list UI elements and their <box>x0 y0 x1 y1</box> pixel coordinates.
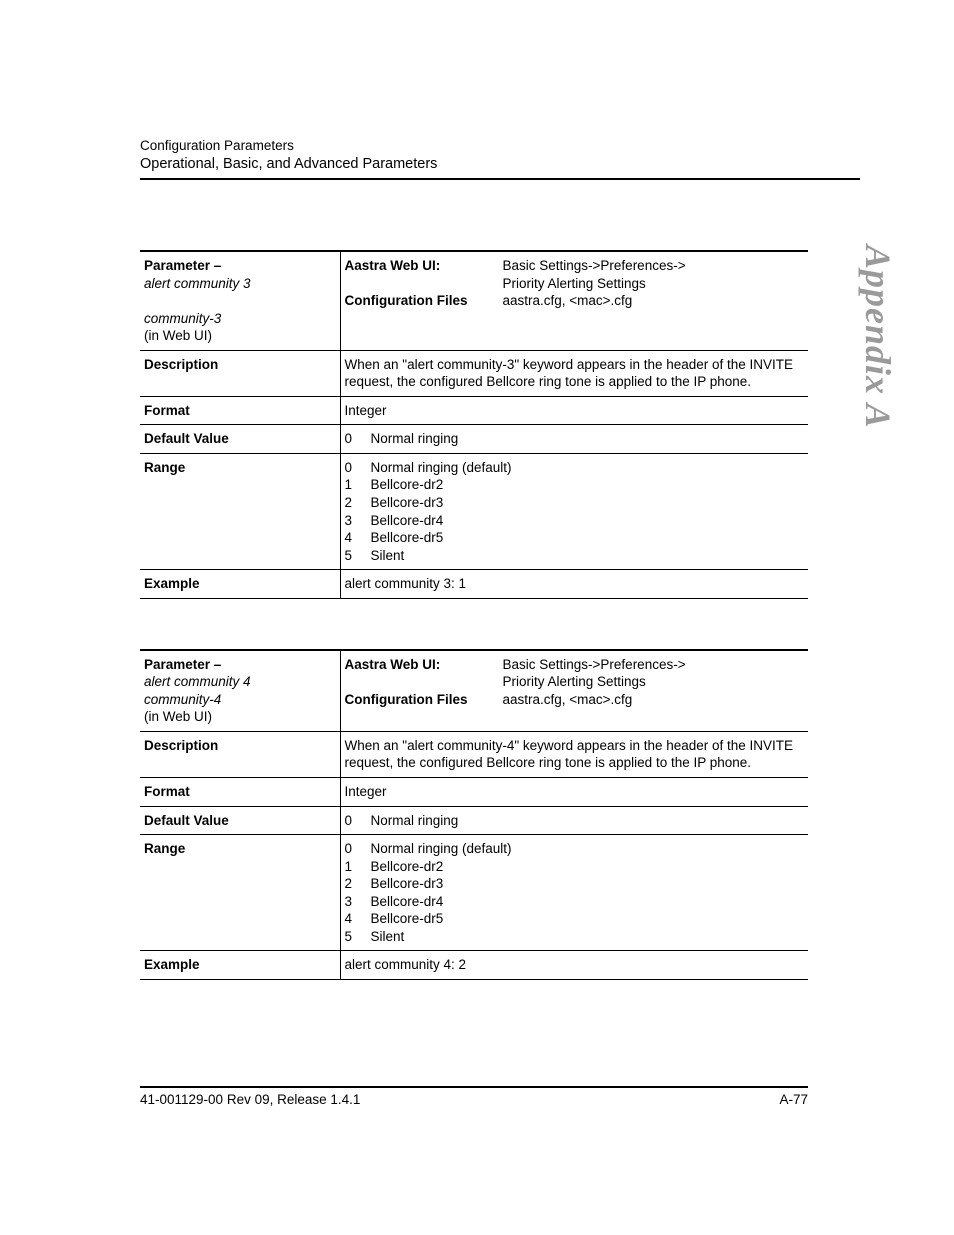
example-value: alert community 4: 2 <box>340 951 808 980</box>
range-num: 3 <box>345 893 371 911</box>
description-value: When an "alert community-4" keyword appe… <box>340 731 808 777</box>
footer-rule <box>140 1086 808 1088</box>
default-label: Default Value <box>140 425 340 454</box>
param-label-prefix: Parameter <box>144 657 210 672</box>
range-text: Bellcore-dr3 <box>371 494 444 512</box>
cfg-label: Configuration Files <box>345 292 503 310</box>
range-num: 4 <box>345 529 371 547</box>
description-value: When an "alert community-3" keyword appe… <box>340 350 808 396</box>
footer-left: 41-001129-00 Rev 09, Release 1.4.1 <box>140 1092 360 1107</box>
param-dash: – <box>210 657 221 672</box>
cfg-label: Configuration Files <box>345 691 503 709</box>
range-text: Bellcore-dr5 <box>371 529 444 547</box>
range-text: Silent <box>371 928 405 946</box>
range-num: 5 <box>345 547 371 565</box>
header-subcategory: Operational, Basic, and Advanced Paramet… <box>140 156 860 172</box>
param-web-name: community-3 <box>144 311 221 326</box>
web-ui-path-1: Basic Settings->Preferences-> <box>503 657 686 672</box>
range-num: 0 <box>345 459 371 477</box>
footer-right: A-77 <box>779 1092 808 1107</box>
format-label: Format <box>140 396 340 425</box>
param-label-prefix: Parameter <box>144 258 210 273</box>
range-cell: 0Normal ringing (default)1Bellcore-dr22B… <box>340 835 808 951</box>
range-item: 5Silent <box>345 547 803 565</box>
default-text: Normal ringing <box>371 812 459 830</box>
range-text: Bellcore-dr2 <box>371 476 444 494</box>
default-text: Normal ringing <box>371 430 459 448</box>
range-num: 1 <box>345 476 371 494</box>
appendix-label: Appendix A <box>857 245 899 429</box>
range-item: 3Bellcore-dr4 <box>345 893 803 911</box>
param-web-note: (in Web UI) <box>144 709 212 724</box>
page-header: Configuration Parameters Operational, Ba… <box>140 138 860 180</box>
format-label: Format <box>140 778 340 807</box>
page-footer: 41-001129-00 Rev 09, Release 1.4.1 A-77 <box>140 1086 808 1107</box>
range-item: 4Bellcore-dr5 <box>345 910 803 928</box>
range-item: 4Bellcore-dr5 <box>345 529 803 547</box>
range-num: 4 <box>345 910 371 928</box>
range-cell: 0Normal ringing (default)1Bellcore-dr22B… <box>340 453 808 569</box>
description-label: Description <box>140 350 340 396</box>
web-ui-path-2: Priority Alerting Settings <box>503 674 646 689</box>
param-web-name: community-4 <box>144 692 221 707</box>
range-item: 1Bellcore-dr2 <box>345 858 803 876</box>
web-ui-label: Aastra Web UI: <box>345 656 503 691</box>
range-label: Range <box>140 835 340 951</box>
range-item: 2Bellcore-dr3 <box>345 875 803 893</box>
page: Configuration Parameters Operational, Ba… <box>0 0 954 980</box>
parameter-table-4: Parameter – alert community 4 community-… <box>140 649 808 980</box>
range-num: 5 <box>345 928 371 946</box>
range-item: 0Normal ringing (default) <box>345 840 803 858</box>
range-text: Bellcore-dr4 <box>371 893 444 911</box>
param-dash: – <box>210 258 221 273</box>
range-num: 0 <box>345 840 371 858</box>
web-ui-label: Aastra Web UI: <box>345 257 503 292</box>
range-text: Bellcore-dr3 <box>371 875 444 893</box>
description-label: Description <box>140 731 340 777</box>
web-ui-path-2: Priority Alerting Settings <box>503 276 646 291</box>
param-name: alert community 3 <box>144 276 251 291</box>
range-item: 3Bellcore-dr4 <box>345 512 803 530</box>
range-num: 3 <box>345 512 371 530</box>
format-value: Integer <box>340 396 808 425</box>
example-label: Example <box>140 951 340 980</box>
default-num: 0 <box>345 812 371 830</box>
param-name: alert community 4 <box>144 674 251 689</box>
range-text: Normal ringing (default) <box>371 459 512 477</box>
example-label: Example <box>140 570 340 599</box>
default-num: 0 <box>345 430 371 448</box>
cfg-value: aastra.cfg, <mac>.cfg <box>503 691 803 709</box>
range-item: 0Normal ringing (default) <box>345 459 803 477</box>
range-label: Range <box>140 453 340 569</box>
range-text: Bellcore-dr5 <box>371 910 444 928</box>
range-text: Normal ringing (default) <box>371 840 512 858</box>
example-value: alert community 3: 1 <box>340 570 808 599</box>
range-text: Bellcore-dr4 <box>371 512 444 530</box>
cfg-value: aastra.cfg, <mac>.cfg <box>503 292 803 310</box>
param-web-note: (in Web UI) <box>144 328 212 343</box>
range-text: Bellcore-dr2 <box>371 858 444 876</box>
default-label: Default Value <box>140 806 340 835</box>
web-ui-path-1: Basic Settings->Preferences-> <box>503 258 686 273</box>
range-item: 5Silent <box>345 928 803 946</box>
range-num: 2 <box>345 494 371 512</box>
range-item: 2Bellcore-dr3 <box>345 494 803 512</box>
range-text: Silent <box>371 547 405 565</box>
range-item: 1Bellcore-dr2 <box>345 476 803 494</box>
format-value: Integer <box>340 778 808 807</box>
parameter-table-3: Parameter – alert community 3 community-… <box>140 250 808 599</box>
range-num: 1 <box>345 858 371 876</box>
header-category: Configuration Parameters <box>140 138 860 153</box>
header-rule <box>140 178 860 180</box>
range-num: 2 <box>345 875 371 893</box>
